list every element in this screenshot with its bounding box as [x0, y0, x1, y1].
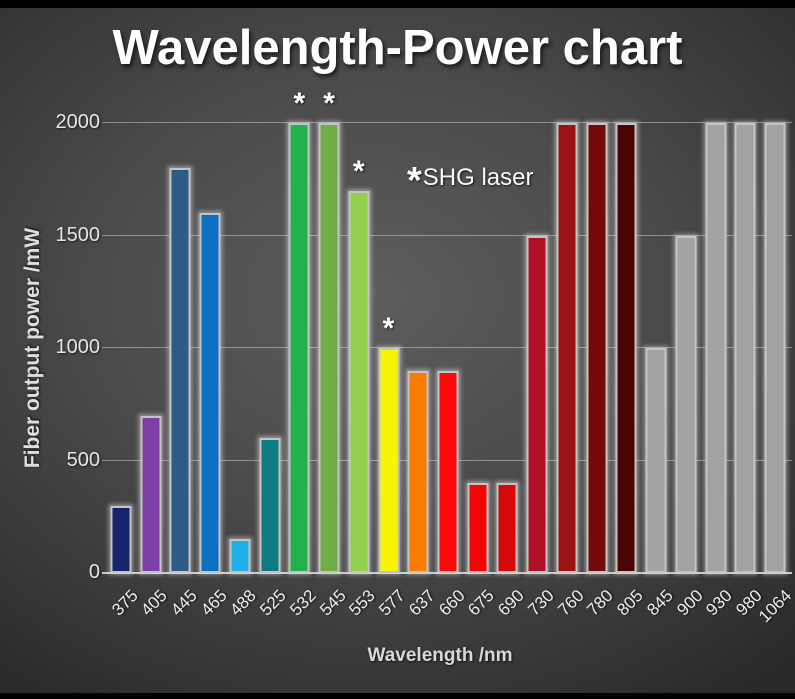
shg-marker-553: * — [352, 154, 365, 188]
x-tick-label-900: 900 — [672, 586, 707, 620]
bar-405nm — [140, 415, 162, 573]
gridline-1000 — [102, 347, 792, 348]
x-tick-label-375: 375 — [107, 586, 142, 620]
x-tick-label-690: 690 — [494, 586, 528, 620]
x-tick-label-445: 445 — [167, 586, 201, 620]
bar-660nm — [437, 370, 459, 573]
chart-title: Wavelength-Power chart — [112, 21, 683, 75]
x-tick-label-780: 780 — [583, 586, 618, 620]
bar-780nm — [586, 123, 608, 573]
shg-legend: * SHG laser — [407, 160, 534, 202]
x-tick-label-525: 525 — [256, 586, 291, 620]
x-tick-label-675: 675 — [464, 586, 499, 620]
x-tick-label-930: 930 — [702, 586, 737, 620]
x-axis-baseline — [102, 572, 792, 574]
shg-marker-545: * — [323, 87, 335, 120]
x-axis-ticks: 375 405 445 465 488 525 532 545 553 577 637 660 675 6… — [106, 574, 795, 636]
shg-marker-532: * — [293, 87, 306, 120]
y-tick-label-500: 500 — [66, 448, 100, 471]
x-tick-label-760: 760 — [553, 586, 588, 620]
x-tick-label-805: 805 — [613, 586, 647, 620]
shg-marker-icon: * — [407, 160, 422, 202]
x-tick-label-532: 532 — [286, 586, 320, 620]
bar-545nm — [318, 123, 340, 573]
bar-slot-805 — [612, 123, 642, 573]
bar-slot-465 — [195, 123, 225, 573]
bar-637nm — [407, 370, 429, 573]
bar-slot-730 — [522, 123, 552, 573]
x-tick-label-405: 405 — [137, 586, 172, 620]
shg-marker-577: * — [382, 312, 395, 345]
slide-background: Wavelength-Power chart Fiber output powe… — [0, 8, 795, 693]
bar-slot-1064 — [760, 123, 790, 573]
gridline-2000 — [102, 122, 792, 123]
bar-980nm — [734, 123, 756, 573]
bar-930nm — [705, 123, 727, 573]
x-tick-label-545: 545 — [315, 586, 350, 620]
x-tick-label-637: 637 — [405, 586, 439, 620]
bar-465nm — [199, 213, 221, 573]
bar-577nm — [378, 348, 399, 573]
x-tick-label-730: 730 — [524, 586, 558, 620]
x-tick-label-553: 553 — [345, 586, 380, 620]
bar-488nm — [229, 539, 251, 573]
bar-slot-900 — [671, 123, 701, 573]
y-tick-label-2000: 2000 — [55, 111, 101, 133]
bar-slot-690 — [493, 123, 523, 573]
bar-445nm — [169, 168, 191, 573]
bar-slot-525 — [255, 123, 285, 573]
bar-553nm — [348, 190, 370, 573]
shg-legend-label: SHG laser — [422, 164, 534, 191]
x-tick-label-845: 845 — [643, 586, 677, 620]
bar-375nm — [110, 505, 132, 573]
bar-slot-545: * — [314, 89, 344, 573]
x-tick-label-488: 488 — [226, 586, 261, 620]
x-tick-label-577: 577 — [375, 586, 409, 620]
x-tick-label-1064: 1064 — [755, 586, 795, 627]
x-axis-title: Wavelength /nm — [367, 645, 513, 666]
bar-slot-375 — [106, 123, 136, 573]
y-tick-label-0: 0 — [88, 561, 100, 583]
y-tick-label-1000: 1000 — [55, 336, 101, 358]
bar-760nm — [556, 123, 578, 573]
bar-slot-488 — [225, 123, 255, 573]
bar-690nm — [496, 483, 518, 573]
bar-slot-930 — [701, 123, 731, 573]
bar-slot-675 — [463, 123, 493, 573]
bar-slot-577: * — [374, 123, 404, 573]
bar-845nm — [645, 348, 667, 573]
bar-slot-780 — [582, 123, 612, 573]
x-tick-label-660: 660 — [434, 586, 469, 620]
plot-area: * * * * — [102, 89, 792, 574]
bar-slot-760 — [552, 123, 582, 573]
bar-slot-637 — [403, 123, 433, 573]
bar-slot-845 — [641, 123, 671, 573]
bar-slot-553: * — [344, 123, 374, 573]
x-tick-label-465: 465 — [197, 586, 231, 620]
bar-slot-660 — [433, 123, 463, 573]
bar-900nm — [675, 235, 697, 573]
bar-slot-980 — [731, 123, 761, 573]
y-tick-label-1500: 1500 — [55, 223, 101, 246]
bar-1064nm — [764, 123, 786, 573]
gridline-1500 — [102, 234, 792, 236]
bar-slot-532: * — [284, 89, 314, 573]
bar-slot-405 — [136, 123, 166, 573]
bar-532nm — [288, 123, 310, 573]
bar-slot-445 — [165, 123, 195, 573]
bar-675nm — [467, 483, 489, 573]
bar-730nm — [526, 235, 548, 573]
bar-525nm — [259, 438, 281, 573]
bar-805nm — [615, 123, 637, 573]
